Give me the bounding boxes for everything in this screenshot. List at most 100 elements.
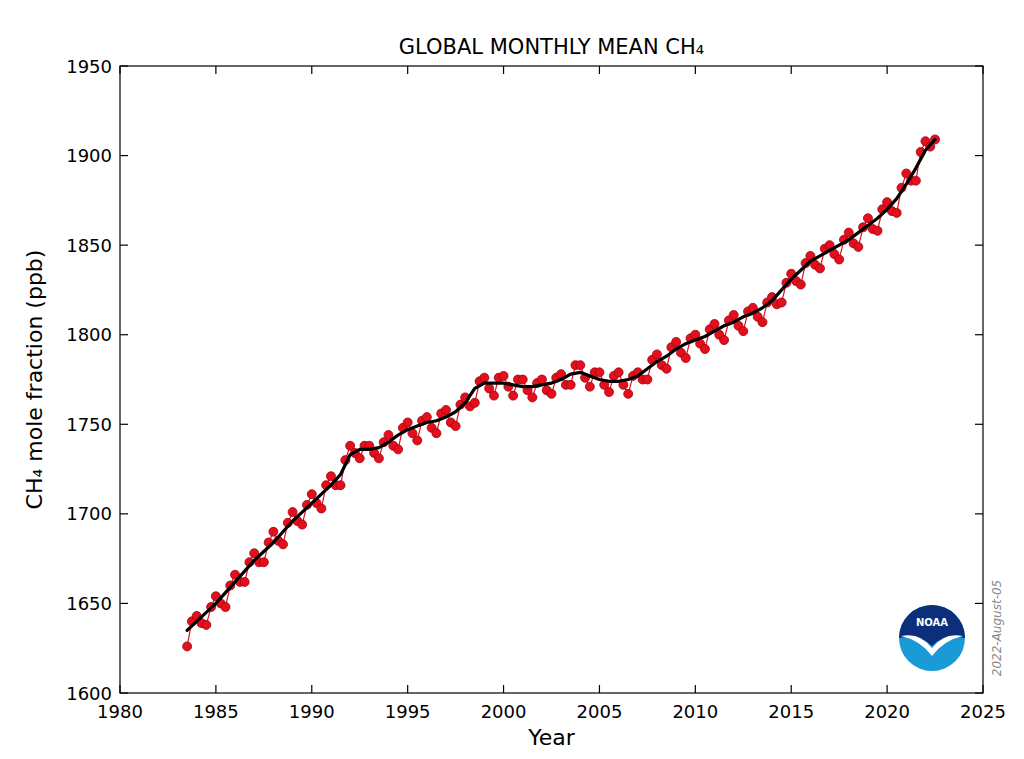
data-point bbox=[547, 389, 556, 398]
data-point bbox=[288, 508, 297, 517]
y-tick bbox=[975, 424, 983, 425]
y-tick bbox=[120, 245, 128, 246]
trend-line bbox=[187, 139, 935, 630]
x-tick bbox=[215, 66, 216, 74]
data-point bbox=[614, 368, 623, 377]
data-point bbox=[336, 481, 345, 490]
data-point bbox=[317, 504, 326, 513]
data-point bbox=[739, 327, 748, 336]
x-tick-label: 2025 bbox=[960, 701, 1006, 722]
data-point bbox=[509, 391, 518, 400]
x-tick bbox=[695, 66, 696, 74]
data-point bbox=[183, 642, 192, 651]
y-tick bbox=[975, 692, 983, 693]
x-axis-label: Year bbox=[527, 725, 576, 750]
plot-data bbox=[183, 135, 940, 651]
data-point bbox=[394, 445, 403, 454]
data-point bbox=[451, 422, 460, 431]
plot-frame bbox=[120, 66, 983, 693]
series-line bbox=[187, 139, 935, 646]
data-point bbox=[240, 577, 249, 586]
data-point bbox=[403, 418, 412, 427]
x-tick-label: 2010 bbox=[672, 701, 718, 722]
x-tick bbox=[695, 685, 696, 693]
x-tick-label: 1980 bbox=[97, 701, 143, 722]
data-point bbox=[221, 603, 230, 612]
title: GLOBAL MONTHLY MEAN CH₄ bbox=[399, 35, 704, 59]
data-point bbox=[605, 388, 614, 397]
x-tick bbox=[982, 66, 983, 74]
x-tick bbox=[215, 685, 216, 693]
noaa-logo: NOAA bbox=[899, 605, 965, 671]
data-point bbox=[681, 354, 690, 363]
chart: 1980198519901995200020052010201520202025… bbox=[0, 0, 1024, 759]
data-point bbox=[720, 336, 729, 345]
logo-text: NOAA bbox=[916, 617, 948, 628]
x-tick-label: 2020 bbox=[864, 701, 910, 722]
x-tick bbox=[311, 66, 312, 74]
y-tick-label: 1700 bbox=[66, 503, 112, 524]
data-point bbox=[355, 454, 364, 463]
data-point bbox=[700, 345, 709, 354]
x-tick bbox=[791, 685, 792, 693]
x-tick-label: 1990 bbox=[289, 701, 335, 722]
x-tick-label: 2015 bbox=[768, 701, 814, 722]
x-tick bbox=[311, 685, 312, 693]
y-tick bbox=[120, 424, 128, 425]
y-axis-label: CH₄ mole fraction (ppb) bbox=[22, 250, 47, 510]
data-point bbox=[652, 350, 661, 359]
x-tick bbox=[599, 66, 600, 74]
data-point bbox=[662, 364, 671, 373]
y-tick-label: 1750 bbox=[66, 414, 112, 435]
x-tick bbox=[791, 66, 792, 74]
logo-top bbox=[899, 605, 965, 646]
x-tick bbox=[887, 66, 888, 74]
y-tick-label: 1800 bbox=[66, 324, 112, 345]
x-tick bbox=[887, 685, 888, 693]
data-point bbox=[672, 337, 681, 346]
data-point bbox=[835, 255, 844, 264]
x-tick-label: 1985 bbox=[193, 701, 239, 722]
data-point bbox=[911, 176, 920, 185]
y-tick-label: 1850 bbox=[66, 235, 112, 256]
data-point bbox=[259, 558, 268, 567]
y-tick bbox=[975, 513, 983, 514]
data-point bbox=[528, 393, 537, 402]
y-tick bbox=[975, 245, 983, 246]
x-tick bbox=[407, 66, 408, 74]
data-point bbox=[470, 398, 479, 407]
data-point bbox=[729, 311, 738, 320]
data-point bbox=[576, 361, 585, 370]
data-point bbox=[413, 436, 422, 445]
y-tick bbox=[120, 65, 128, 66]
data-point bbox=[442, 405, 451, 414]
data-point bbox=[892, 208, 901, 217]
x-tick bbox=[503, 685, 504, 693]
data-point bbox=[796, 280, 805, 289]
x-tick bbox=[599, 685, 600, 693]
data-point bbox=[279, 540, 288, 549]
y-tick bbox=[120, 155, 128, 156]
x-tick bbox=[119, 66, 120, 74]
x-tick-label: 2005 bbox=[577, 701, 623, 722]
data-point bbox=[499, 371, 508, 380]
logo-bird bbox=[901, 635, 963, 656]
x-tick bbox=[982, 685, 983, 693]
y-tick bbox=[120, 513, 128, 514]
data-point bbox=[489, 391, 498, 400]
x-tick bbox=[503, 66, 504, 74]
date-annotation: 2022-August-05 bbox=[990, 580, 1004, 676]
data-point bbox=[710, 319, 719, 328]
logo-circle bbox=[899, 605, 965, 671]
y-tick bbox=[120, 334, 128, 335]
y-tick bbox=[975, 603, 983, 604]
y-tick bbox=[975, 65, 983, 66]
data-point bbox=[873, 226, 882, 235]
y-tick-label: 1950 bbox=[66, 56, 112, 77]
data-point bbox=[595, 368, 604, 377]
data-point bbox=[758, 318, 767, 327]
y-tick bbox=[975, 155, 983, 156]
data-point bbox=[269, 527, 278, 536]
data-point bbox=[298, 520, 307, 529]
x-tick bbox=[119, 685, 120, 693]
